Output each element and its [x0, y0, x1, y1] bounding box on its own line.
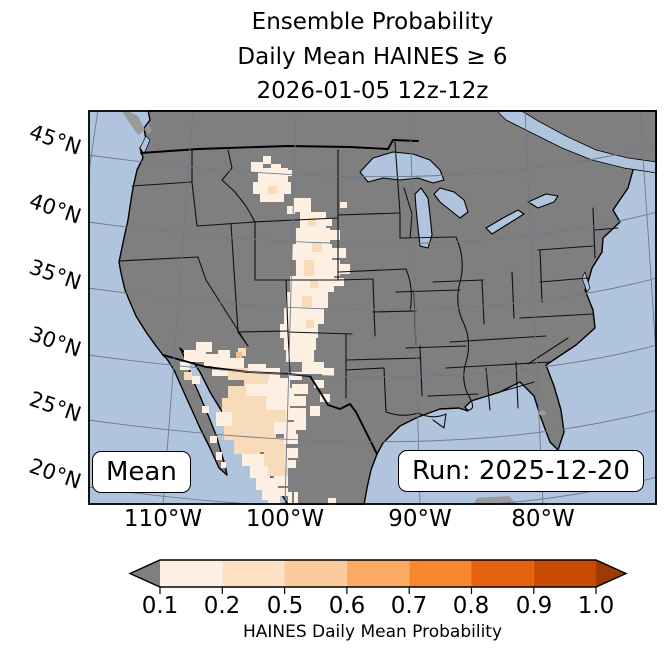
cbar-tick-0-2: 0.2	[203, 593, 241, 619]
lat-label-25n: 25°N	[26, 386, 85, 427]
colorbar-seg-4	[346, 560, 410, 587]
cbar-tick-1-0: 1.0	[577, 593, 615, 619]
stat-annotation: Mean	[92, 451, 191, 493]
colorbar-under-arrow	[130, 560, 160, 587]
colorbar-tickmarks	[159, 587, 597, 594]
lat-label-40n: 40°N	[26, 188, 85, 229]
us-canada-border	[140, 139, 419, 154]
lake-superior	[359, 151, 445, 184]
lake-michigan	[414, 187, 433, 249]
island-small-nw	[145, 124, 152, 134]
cbar-tick-0-8: 0.8	[452, 593, 490, 619]
lat-label-45n: 45°N	[26, 119, 85, 160]
lake-huron	[433, 187, 469, 219]
island-bahamas-1	[538, 410, 546, 416]
cbar-tick-0-1: 0.1	[141, 593, 179, 619]
title-line-2: Daily Mean HAINES ≥ 6	[237, 43, 508, 70]
colorbar-seg-1	[160, 560, 223, 587]
cbar-tick-0-5: 0.5	[266, 593, 304, 619]
lat-label-30n: 30°N	[26, 321, 85, 362]
lon-label-80w: 80°W	[511, 506, 575, 532]
colorbar-seg-7	[533, 560, 596, 587]
colorbar-over-arrow	[596, 560, 626, 587]
title-line-3: 2026-01-05 12z-12z	[256, 78, 489, 104]
colorbar	[128, 559, 628, 594]
lon-label-110w: 110°W	[123, 506, 203, 532]
colorbar-label: HAINES Daily Mean Probability	[242, 622, 503, 642]
cbar-tick-0-7: 0.7	[390, 593, 428, 619]
title-line-1: Ensemble Probability	[251, 9, 494, 35]
lon-label-90w: 90°W	[388, 506, 452, 532]
map-frame	[88, 110, 657, 505]
lat-label-35n: 35°N	[26, 254, 85, 295]
colorbar-seg-6	[471, 560, 534, 587]
lakes	[139, 109, 658, 293]
chesapeake-bay	[581, 271, 591, 293]
lon-label-100w: 100°W	[245, 506, 325, 532]
lat-label-20n: 20°N	[26, 453, 85, 494]
cbar-tick-0-9: 0.9	[515, 593, 553, 619]
colorbar-seg-2	[222, 560, 285, 587]
colorbar-seg-5	[409, 560, 472, 587]
lake-erie	[485, 209, 525, 235]
figure-title: Ensemble Probability Daily Mean HAINES ≥…	[88, 5, 657, 109]
run-annotation: Run: 2025-12-20	[398, 450, 644, 492]
island-vancouver	[123, 110, 145, 135]
colorbar-seg-3	[284, 560, 347, 587]
lake-ontario	[527, 193, 559, 209]
probability-cells	[180, 156, 350, 505]
map-svg	[39, 77, 667, 576]
map-panel	[39, 77, 667, 576]
cbar-tick-0-6: 0.6	[328, 593, 366, 619]
